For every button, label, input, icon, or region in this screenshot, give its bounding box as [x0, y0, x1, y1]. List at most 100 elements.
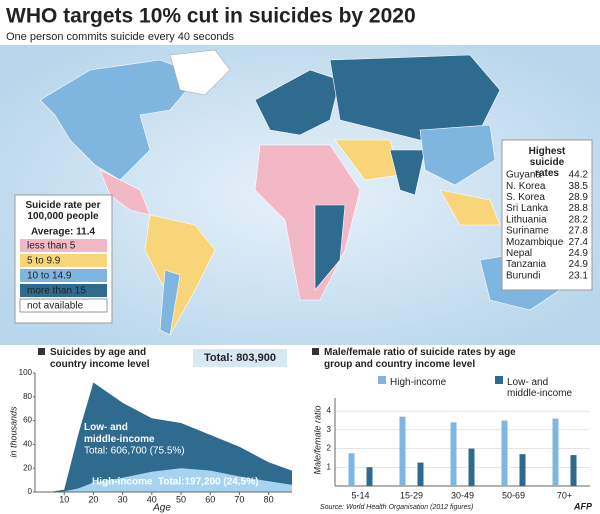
- series-name: Low- and middle-income: [84, 422, 155, 445]
- x-tick-label: 30: [118, 494, 128, 504]
- legend-swatch: [20, 269, 107, 282]
- rate: 24.9: [569, 248, 589, 259]
- rate: 44.2: [569, 170, 589, 181]
- rate: 38.5: [569, 181, 589, 192]
- legend-label: more than 15: [27, 286, 86, 297]
- legend-swatch: [20, 254, 107, 267]
- chart-title: Suicides by age and country income level: [50, 347, 150, 370]
- y-tick-label: 80: [23, 392, 32, 401]
- bar: [501, 420, 508, 486]
- legend-swatch: [20, 239, 107, 252]
- china: [419, 124, 496, 186]
- title: WHO targets 10% cut in suicides by 2020: [6, 5, 416, 28]
- rate: 27.8: [569, 226, 589, 237]
- x-tick-label: 70: [234, 494, 244, 504]
- bar: [570, 455, 577, 486]
- x-tick-label: 40: [147, 494, 157, 504]
- x-tick-label: 50-69: [502, 490, 525, 500]
- area: [49, 382, 293, 492]
- bar: [417, 462, 424, 486]
- argentina: [159, 269, 181, 336]
- north-america: [39, 59, 201, 181]
- x-tick-label: 70+: [557, 490, 572, 500]
- area: [49, 468, 293, 492]
- legend-title: Suicide rate per 100,000 people: [25, 200, 100, 222]
- x-tick-label: 10: [59, 494, 69, 504]
- x-tick-label: 5-14: [351, 490, 369, 500]
- y-tick-label: 40: [23, 440, 32, 449]
- x-tick-label: 30-49: [451, 490, 474, 500]
- total-box: [193, 349, 287, 367]
- x-tick-label: 20: [88, 494, 98, 504]
- greenland: [169, 49, 231, 96]
- series-name: High-income: [92, 477, 153, 488]
- credit: AFP: [573, 501, 593, 511]
- highest-table: [501, 139, 593, 291]
- series-annotation: Total: 606,700 (75.5%): [84, 446, 185, 457]
- rate: 23.1: [569, 270, 589, 281]
- x-label: Age: [152, 503, 171, 514]
- legend-swatch: [378, 376, 386, 384]
- y-tick-label: 4: [327, 406, 332, 415]
- table-box: [501, 139, 593, 291]
- country: N. Korea: [506, 181, 546, 192]
- rate: 24.9: [569, 259, 589, 270]
- country: Burundi: [506, 270, 540, 281]
- y-tick-label: 1: [327, 462, 332, 471]
- rate: 27.4: [569, 237, 589, 248]
- subtitle: One person commits suicide every 40 seco…: [6, 31, 235, 43]
- country: Guyana: [506, 170, 541, 181]
- y-tick-label: 2: [327, 444, 332, 453]
- rate: 28.9: [569, 192, 589, 203]
- india: [389, 149, 426, 196]
- country: Tanzania: [506, 259, 546, 270]
- legend-label: High-income: [390, 377, 447, 388]
- bar: [552, 418, 559, 486]
- legend-swatch: [20, 284, 107, 297]
- title-bullet: [38, 348, 45, 355]
- y-label: Male/female ratio: [312, 405, 322, 474]
- total: Total: 803,900: [204, 352, 276, 364]
- country: Lithuania: [506, 214, 547, 225]
- legend-label: 5 to 9.9: [27, 256, 61, 267]
- bar: [399, 416, 406, 486]
- bar: [366, 467, 373, 486]
- series-annotation: Total:197,200 (24.5%): [158, 477, 258, 488]
- legend-swatch: [19, 298, 108, 313]
- x-tick-label: 15-29: [400, 490, 423, 500]
- legend-label: not available: [27, 301, 84, 312]
- legend-label: Low- and middle-income: [507, 377, 572, 399]
- rate: 28.8: [569, 203, 589, 214]
- legend-label: 10 to 14.9: [27, 271, 72, 282]
- x-tick-label: 50: [176, 494, 186, 504]
- country: Suriname: [506, 226, 549, 237]
- southeast-asia: [439, 189, 501, 226]
- title-bullet: [312, 348, 319, 355]
- country: Nepal: [506, 248, 532, 259]
- y-tick-label: 3: [327, 425, 332, 434]
- y-tick-label: 60: [23, 416, 32, 425]
- y-tick-label: 20: [23, 463, 32, 472]
- bar: [450, 422, 457, 486]
- legend-average: Average: 11.4: [31, 227, 96, 238]
- x-tick-label: 80: [264, 494, 274, 504]
- europe: [254, 69, 341, 136]
- central-america: [99, 169, 151, 216]
- country: S. Korea: [506, 192, 545, 203]
- bar: [468, 448, 475, 486]
- country: Mozambique: [506, 237, 564, 248]
- legend-label: less than 5: [27, 241, 76, 252]
- country: Sri Lanka: [506, 203, 549, 214]
- rate: 28.2: [569, 214, 589, 225]
- bar: [348, 453, 355, 486]
- bar: [519, 454, 526, 486]
- table-title: Highest suicide rates: [529, 146, 566, 179]
- y-label: in thousands: [8, 406, 18, 458]
- source: Source: World Health Organisation (2012 …: [320, 504, 473, 511]
- y-tick-label: 0: [28, 487, 33, 496]
- x-tick-label: 60: [205, 494, 215, 504]
- chart-title: Male/female ratio of suicide rates by ag…: [324, 347, 516, 370]
- legend-swatch: [495, 376, 503, 384]
- y-tick-label: 100: [19, 368, 33, 377]
